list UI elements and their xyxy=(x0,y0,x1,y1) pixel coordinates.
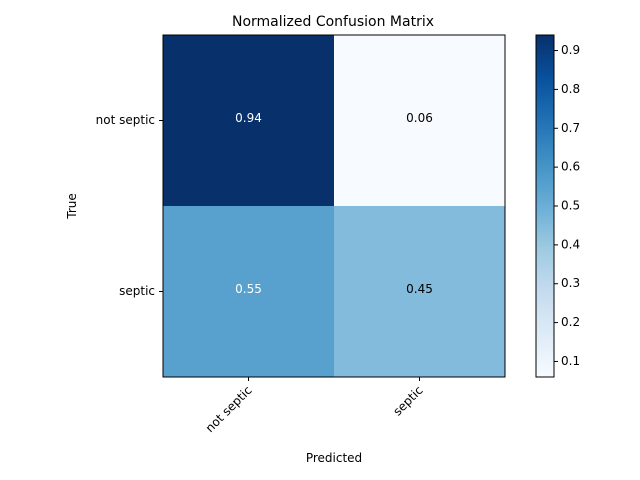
cell-value-label: 0.06 xyxy=(406,111,433,125)
chart-title: Normalized Confusion Matrix xyxy=(232,14,434,30)
cell-value-label: 0.94 xyxy=(235,111,262,125)
x-axis-ticks: not septic septic xyxy=(203,377,426,435)
x-tick-label: not septic xyxy=(203,383,255,435)
colorbar-tick-label: 0.8 xyxy=(561,82,580,96)
colorbar-tick-label: 0.4 xyxy=(561,237,580,251)
colorbar-tick-label: 0.1 xyxy=(561,354,580,368)
colorbar-tick-label: 0.5 xyxy=(561,199,580,213)
colorbar-tick-label: 0.9 xyxy=(561,43,580,57)
heatmap-cell-labels: 0.94 0.06 0.55 0.45 xyxy=(235,111,433,296)
x-axis-label: Predicted xyxy=(306,451,362,465)
colorbar-ticks: 0.1 0.2 0.3 0.4 0.5 0.6 0.7 0.8 0.9 xyxy=(554,43,580,368)
y-axis-label: True xyxy=(65,193,79,220)
heatmap-cell xyxy=(334,206,505,377)
colorbar: 0.1 0.2 0.3 0.4 0.5 0.6 0.7 0.8 0.9 xyxy=(535,34,580,378)
colorbar-tick-label: 0.7 xyxy=(561,121,580,135)
cell-value-label: 0.55 xyxy=(235,282,262,296)
plot-frame xyxy=(162,34,506,378)
heatmap-cell xyxy=(163,206,334,377)
colorbar-tick-label: 0.3 xyxy=(561,276,580,290)
heatmap-cell xyxy=(334,35,505,206)
colorbar-gradient xyxy=(536,35,554,377)
y-tick-label: septic xyxy=(119,284,155,298)
y-axis-ticks: not septic septic xyxy=(96,113,163,298)
cell-value-label: 0.45 xyxy=(406,282,433,296)
colorbar-tick-label: 0.6 xyxy=(561,160,580,174)
heatmap-cells xyxy=(163,35,505,377)
colorbar-tick-label: 0.2 xyxy=(561,315,580,329)
x-tick-label: septic xyxy=(390,383,425,418)
heatmap-cell xyxy=(163,35,334,206)
y-tick-label: not septic xyxy=(96,113,155,127)
